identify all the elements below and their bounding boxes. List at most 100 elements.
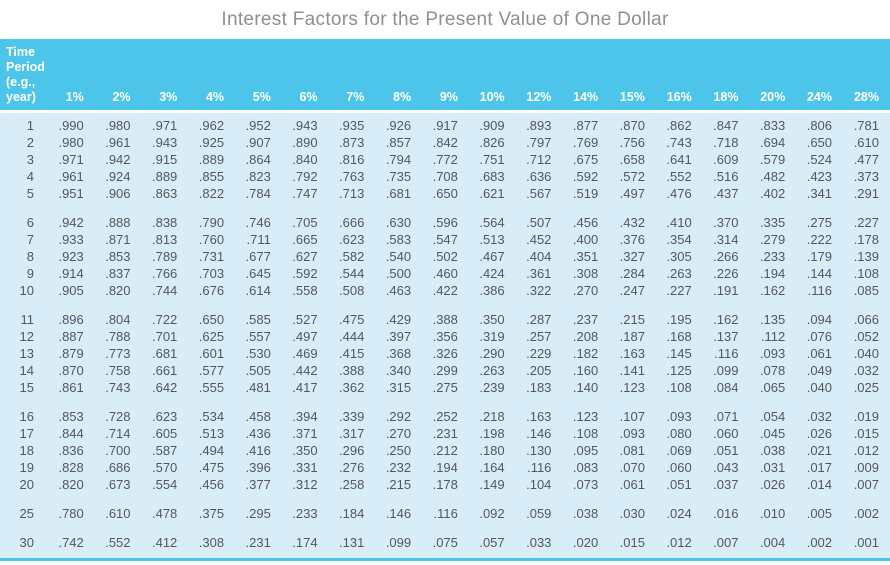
factor-cell: .915 — [141, 151, 189, 168]
factor-cell: .494 — [188, 442, 236, 459]
period-cell: 19 — [0, 459, 48, 476]
factor-cell: .592 — [562, 168, 610, 185]
factor-cell: .370 — [702, 214, 750, 231]
factor-cell: .888 — [94, 214, 142, 231]
factor-cell: .417 — [281, 379, 329, 396]
factor-cell: .232 — [375, 459, 423, 476]
factor-cell: .507 — [515, 214, 563, 231]
factor-cell: .279 — [749, 231, 797, 248]
factor-cell: .708 — [422, 168, 469, 185]
table-row: 9.914.837.766.703.645.592.544.500.460.42… — [0, 265, 890, 282]
factor-cell: .270 — [562, 282, 610, 299]
factor-cell: .007 — [843, 476, 890, 493]
factor-cell: .971 — [48, 151, 95, 168]
table-row: 10.905.820.744.676.614.558.508.463.422.3… — [0, 282, 890, 299]
factor-cell: .544 — [328, 265, 376, 282]
factor-cell: .437 — [702, 185, 750, 202]
factor-cell: .877 — [562, 111, 610, 134]
factor-cell: .475 — [188, 459, 236, 476]
factor-cell: .205 — [515, 362, 563, 379]
factor-cell: .456 — [562, 214, 610, 231]
factor-cell: .400 — [562, 231, 610, 248]
factor-cell: .092 — [468, 505, 516, 522]
factor-cell: .558 — [281, 282, 329, 299]
table-row: 17.844.714.605.513.436.371.317.270.231.1… — [0, 425, 890, 442]
factor-cell: .837 — [94, 265, 142, 282]
factor-cell: .896 — [48, 311, 95, 328]
factor-cell: .540 — [375, 248, 423, 265]
factor-cell: .650 — [422, 185, 469, 202]
table-row: 14.870.758.661.577.505.442.388.340.299.2… — [0, 362, 890, 379]
factor-cell: .069 — [655, 442, 703, 459]
factor-cell: .794 — [375, 151, 423, 168]
factor-cell: .030 — [609, 505, 656, 522]
factor-cell: .943 — [281, 111, 329, 134]
factor-cell: .014 — [796, 476, 844, 493]
factor-cell: .049 — [796, 362, 844, 379]
period-cell: 30 — [0, 534, 48, 560]
factor-cell: .031 — [749, 459, 797, 476]
factor-cell: .295 — [235, 505, 282, 522]
factor-cell: .623 — [328, 231, 376, 248]
factor-cell: .095 — [562, 442, 610, 459]
factor-cell: .104 — [515, 476, 563, 493]
factor-cell: .788 — [94, 328, 142, 345]
factor-cell: .871 — [94, 231, 142, 248]
factor-cell: .149 — [468, 476, 516, 493]
factor-cell: .630 — [375, 214, 423, 231]
factor-cell: .879 — [48, 345, 95, 362]
factor-cell: .842 — [422, 134, 469, 151]
present-value-table: Time Period (e.g., year) 1% 2% 3% 4% 5% 6% 7% 8… — [0, 39, 890, 561]
factor-cell: .239 — [468, 379, 516, 396]
factor-cell: .258 — [328, 476, 376, 493]
period-cell: 12 — [0, 328, 48, 345]
factor-cell: .287 — [515, 311, 563, 328]
table-row: 8.923.853.789.731.677.627.582.540.502.46… — [0, 248, 890, 265]
period-column-header: Time Period (e.g., year) — [0, 39, 48, 113]
factor-cell: .610 — [94, 505, 142, 522]
period-cell: 15 — [0, 379, 48, 396]
factor-cell: .907 — [235, 134, 282, 151]
table-row: 30.742.552.412.308.231.174.131.099.075.0… — [0, 534, 890, 560]
factor-cell: .429 — [375, 311, 423, 328]
factor-cell: .458 — [235, 408, 282, 425]
factor-cell: .222 — [796, 231, 844, 248]
factor-cell: .026 — [749, 476, 797, 493]
group-spacer-row — [0, 202, 890, 214]
factor-cell: .276 — [328, 459, 376, 476]
factor-cell: .467 — [468, 248, 516, 265]
rate-column-header: 15% — [609, 39, 656, 113]
factor-cell: .335 — [749, 214, 797, 231]
factor-cell: .317 — [328, 425, 376, 442]
factor-cell: .625 — [188, 328, 236, 345]
factor-cell: .070 — [609, 459, 656, 476]
table-row: 2.980.961.943.925.907.890.873.857.842.82… — [0, 134, 890, 151]
factor-cell: .362 — [328, 379, 376, 396]
factor-cell: .215 — [375, 476, 423, 493]
factor-cell: .270 — [375, 425, 423, 442]
factor-cell: .816 — [328, 151, 376, 168]
factor-cell: .746 — [235, 214, 282, 231]
factor-cell: .397 — [375, 328, 423, 345]
factor-cell: .116 — [702, 345, 750, 362]
factor-cell: .686 — [94, 459, 142, 476]
factor-cell: .351 — [562, 248, 610, 265]
factor-cell: .703 — [188, 265, 236, 282]
factor-cell: .319 — [468, 328, 516, 345]
factor-cell: .291 — [843, 185, 890, 202]
factor-cell: .870 — [48, 362, 95, 379]
period-cell: 1 — [0, 111, 48, 134]
factor-cell: .481 — [235, 379, 282, 396]
factor-cell: .422 — [422, 282, 469, 299]
group-spacer-cell — [0, 202, 890, 214]
rate-column-header: 10% — [468, 39, 516, 113]
factor-cell: .763 — [328, 168, 376, 185]
period-cell: 3 — [0, 151, 48, 168]
rate-column-header: 1% — [48, 39, 95, 113]
table-row: 4.961.924.889.855.823.792.763.735.708.68… — [0, 168, 890, 185]
factor-cell: .806 — [796, 111, 844, 134]
factor-cell: .641 — [655, 151, 703, 168]
factor-cell: .296 — [328, 442, 376, 459]
factor-cell: .557 — [235, 328, 282, 345]
factor-cell: .075 — [422, 534, 469, 560]
